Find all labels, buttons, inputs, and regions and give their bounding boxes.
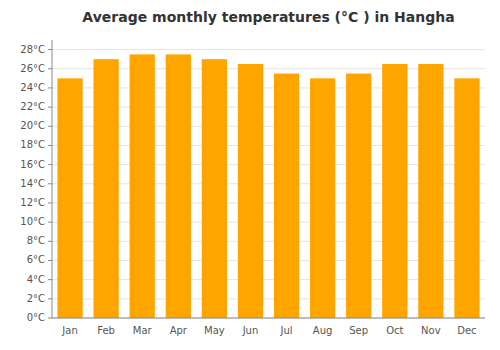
y-axis: 0°C 2°C 4°C 6°C 8°C 10°C 12°C 14°C 16°C 18°C 20°C 2… bbox=[20, 40, 52, 323]
y-tick bbox=[48, 183, 52, 184]
y-tick-label: 18°C bbox=[20, 139, 45, 150]
y-tick-label: 26°C bbox=[20, 63, 45, 74]
bar bbox=[310, 78, 335, 318]
x-axis-line bbox=[52, 318, 485, 319]
page: {"chart_data": {"type": "bar", "title": … bbox=[0, 0, 500, 350]
bar bbox=[166, 54, 191, 318]
y-tick-label: 10°C bbox=[20, 216, 45, 227]
chart-container: Average monthly temperatures (°C ) in Ha… bbox=[0, 0, 500, 350]
y-tick bbox=[48, 222, 52, 223]
y-tick-label: 28°C bbox=[20, 44, 45, 55]
y-tick-label: 2°C bbox=[27, 293, 45, 304]
x-tick-label: Sep bbox=[349, 325, 368, 336]
y-tick bbox=[48, 145, 52, 146]
x-tick-label: Jun bbox=[242, 325, 259, 336]
x-tick-label: Jan bbox=[61, 325, 77, 336]
grid-line bbox=[52, 318, 485, 319]
x-tick-label: Apr bbox=[170, 325, 188, 336]
bar bbox=[130, 54, 155, 318]
y-tick bbox=[48, 107, 52, 108]
y-tick bbox=[48, 68, 52, 69]
x-tick-label: Oct bbox=[386, 325, 403, 336]
x-tick-label: Nov bbox=[421, 325, 441, 336]
bar bbox=[274, 74, 299, 318]
y-tick-label: 0°C bbox=[27, 312, 45, 323]
bar bbox=[57, 78, 82, 318]
bar bbox=[382, 64, 407, 318]
chart-svg: Average monthly temperatures (°C ) in Ha… bbox=[0, 0, 500, 350]
y-tick bbox=[48, 87, 52, 88]
y-tick bbox=[48, 202, 52, 203]
bar bbox=[93, 59, 118, 318]
x-axis: Jan Feb Mar Apr May Jun Jul Aug Sep Oct Nov Dec bbox=[52, 318, 485, 336]
x-tick-label: Jul bbox=[280, 325, 293, 336]
bar bbox=[238, 64, 263, 318]
bar bbox=[454, 78, 479, 318]
title: Average monthly temperatures (°C ) in Ha… bbox=[82, 9, 454, 25]
y-tick-label: 20°C bbox=[20, 120, 45, 131]
x-tick-label: Dec bbox=[457, 325, 476, 336]
y-axis-line bbox=[52, 40, 53, 318]
y-tick-label: 8°C bbox=[27, 235, 45, 246]
y-tick bbox=[48, 126, 52, 127]
x-tick-label: Aug bbox=[313, 325, 333, 336]
x-tick-label: Mar bbox=[133, 325, 153, 336]
y-tick bbox=[48, 298, 52, 299]
x-tick-label: May bbox=[204, 325, 225, 336]
x-tick-label: Feb bbox=[97, 325, 115, 336]
y-tick bbox=[48, 318, 52, 319]
y-tick bbox=[48, 164, 52, 165]
y-tick-label: 16°C bbox=[20, 159, 45, 170]
y-tick bbox=[48, 49, 52, 50]
bar bbox=[418, 64, 443, 318]
bar bbox=[346, 74, 371, 318]
y-tick-label: 4°C bbox=[27, 274, 45, 285]
y-tick bbox=[48, 260, 52, 261]
bars bbox=[57, 54, 479, 318]
grid-line bbox=[52, 49, 485, 50]
y-tick bbox=[48, 279, 52, 280]
grid bbox=[52, 50, 485, 318]
bar bbox=[202, 59, 227, 318]
y-tick bbox=[48, 241, 52, 242]
y-tick-label: 12°C bbox=[20, 197, 45, 208]
y-tick-label: 24°C bbox=[20, 82, 45, 93]
y-tick-label: 22°C bbox=[20, 101, 45, 112]
y-tick-label: 14°C bbox=[20, 178, 45, 189]
y-tick-label: 6°C bbox=[27, 254, 45, 265]
